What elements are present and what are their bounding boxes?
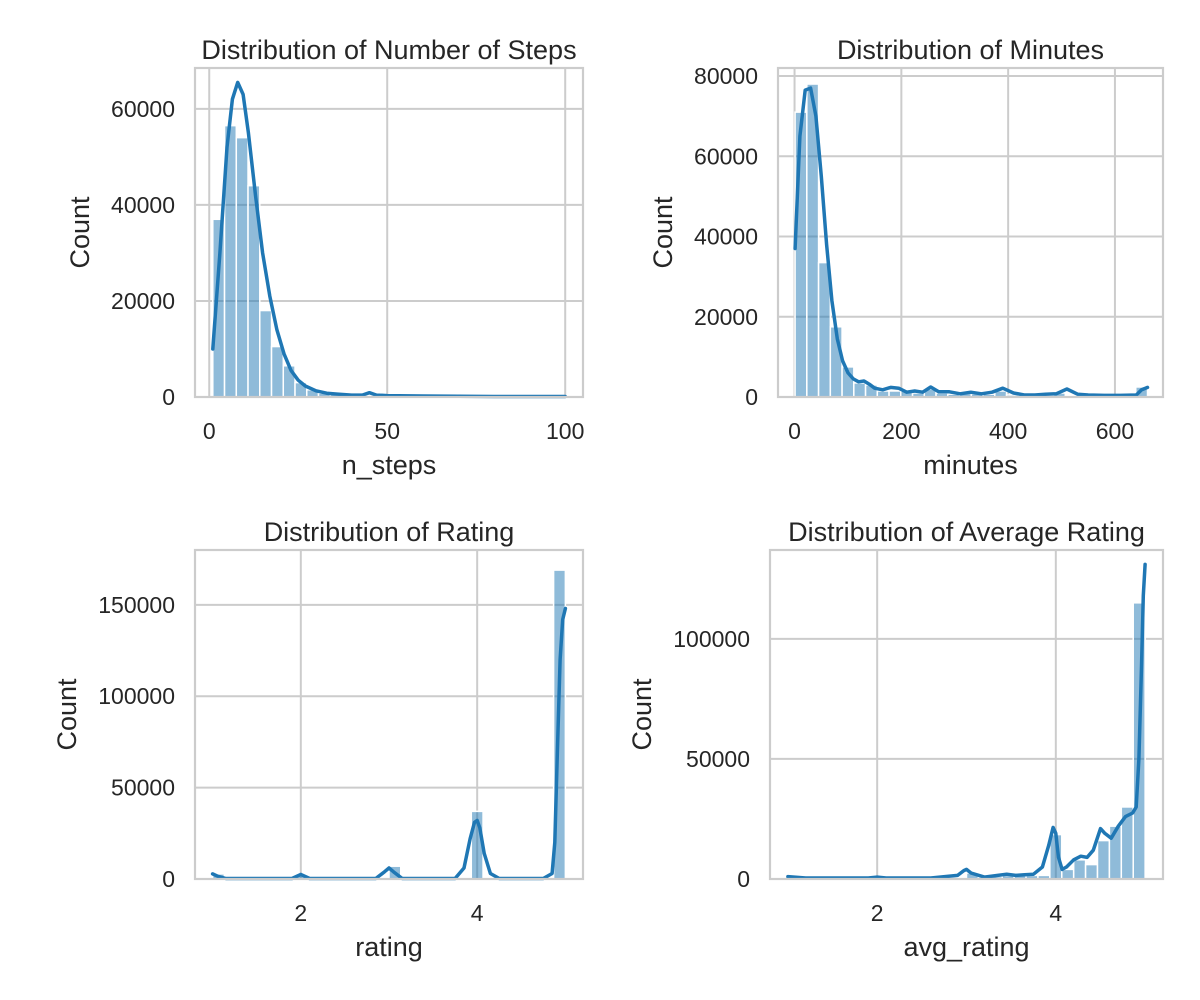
rating-ytick-label: 50000 <box>111 775 175 801</box>
minutes-y-axis-label: Count <box>648 196 678 269</box>
n-steps-y-axis-label: Count <box>65 196 95 269</box>
rating-ytick-label: 100000 <box>98 683 175 709</box>
rating-y-axis-label: Count <box>52 678 82 751</box>
n-steps-ytick-label: 40000 <box>111 192 175 218</box>
minutes-xtick-label: 600 <box>1096 418 1134 444</box>
avg-rating-kde-line <box>786 562 1147 880</box>
avg-rating-x-axis-label: avg_rating <box>903 932 1029 962</box>
avg-rating-ytick-label: 100000 <box>673 626 750 652</box>
n-steps-histogram-bar <box>235 136 249 398</box>
minutes-ytick-label: 20000 <box>694 304 758 330</box>
minutes-xtick-label: 0 <box>788 418 801 444</box>
n-steps-x-axis-label: n_steps <box>342 450 437 480</box>
rating-chart-title: Distribution of Rating <box>264 517 515 547</box>
n-steps-ytick-label: 60000 <box>111 96 175 122</box>
rating-axes-frame <box>193 548 585 881</box>
avg-rating-histogram-bar <box>1096 839 1111 880</box>
minutes-xtick-label: 200 <box>882 418 920 444</box>
minutes-histogram-bar <box>794 111 808 398</box>
minutes-x-axis-label: minutes <box>923 450 1018 480</box>
avg-rating-chart-title: Distribution of Average Rating <box>788 517 1145 547</box>
n-steps-ytick-label: 0 <box>162 384 175 410</box>
avg-rating-axes-frame <box>768 548 1165 881</box>
minutes-ytick-label: 80000 <box>694 63 758 89</box>
n-steps-xtick-label: 0 <box>203 418 216 444</box>
avg-rating-y-axis-label: Count <box>627 678 657 751</box>
rating-ytick-label: 0 <box>162 866 175 892</box>
rating-xtick-label: 2 <box>294 900 307 926</box>
rating-xtick-label: 4 <box>471 900 484 926</box>
rating-ytick-label: 150000 <box>98 592 175 618</box>
subplot-rating: 0 50000 100000 150000 2 4 Distribution of Rati… <box>52 517 585 962</box>
avg-rating-xtick-label: 4 <box>1049 900 1062 926</box>
minutes-ytick-label: 60000 <box>694 143 758 169</box>
avg-rating-histogram-bar <box>1084 863 1099 880</box>
minutes-axes-frame <box>776 66 1165 399</box>
n-steps-chart-title: Distribution of Number of Steps <box>201 35 576 65</box>
avg-rating-histogram-bar <box>1061 868 1075 880</box>
n-steps-histogram-bar <box>259 309 273 398</box>
rating-kde-line <box>210 606 568 881</box>
subplot-avg-rating: 0 50000 100000 2 4 Distribution of Average Ra… <box>627 517 1165 962</box>
rating-x-axis-label: rating <box>355 932 423 962</box>
minutes-ytick-label: 0 <box>745 384 758 410</box>
subplot-n-steps: 0 20000 40000 60000 0 50 100 Distribution of Nu… <box>65 35 584 480</box>
minutes-kde-line <box>793 86 1150 398</box>
subplot-minutes: 0 20000 40000 60000 80000 0 200 400 600 Distribut… <box>648 35 1165 480</box>
avg-rating-histogram-bar <box>1072 859 1087 880</box>
avg-rating-ytick-label: 50000 <box>686 746 750 772</box>
n-steps-kde-line <box>211 80 567 399</box>
n-steps-xtick-label: 100 <box>546 418 584 444</box>
avg-rating-ytick-label: 0 <box>737 866 750 892</box>
n-steps-axes-frame <box>193 66 585 399</box>
n-steps-ytick-label: 20000 <box>111 288 175 314</box>
n-steps-histogram-bar <box>270 345 285 398</box>
minutes-xtick-label: 400 <box>989 418 1027 444</box>
n-steps-xtick-label: 50 <box>374 418 400 444</box>
minutes-ytick-label: 40000 <box>694 224 758 250</box>
avg-rating-xtick-label: 2 <box>871 900 884 926</box>
minutes-chart-title: Distribution of Minutes <box>837 35 1104 65</box>
minutes-histogram-bar <box>853 382 867 398</box>
